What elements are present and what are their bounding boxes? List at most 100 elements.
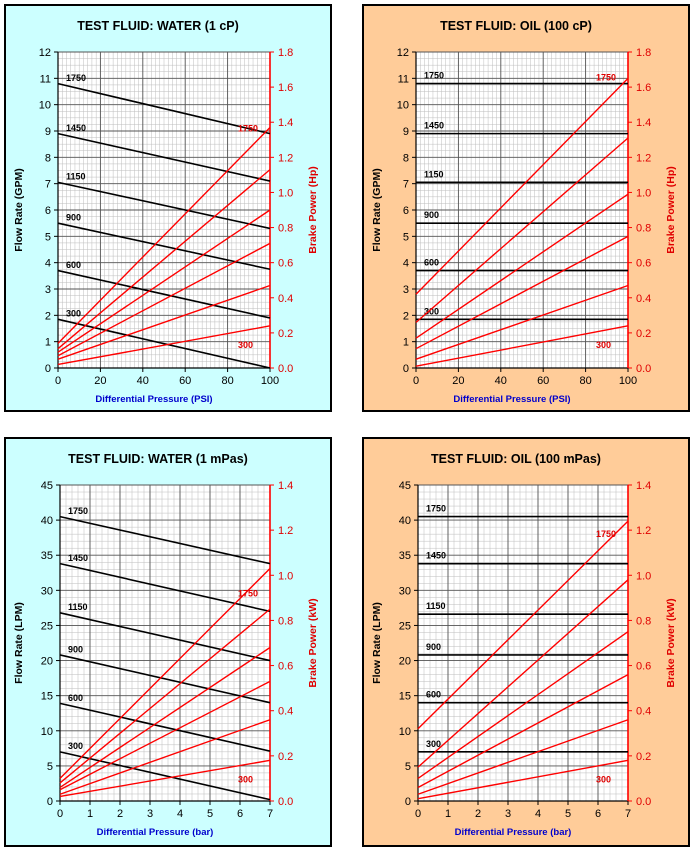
y-right-tick-label: 0.6 <box>636 258 651 270</box>
y-tick-label: 20 <box>399 656 411 668</box>
y-tick-label: 0 <box>405 796 411 808</box>
x-tick-label: 5 <box>207 808 213 820</box>
power-line-label: 300 <box>596 340 611 350</box>
y-right-tick-label: 1.2 <box>278 525 293 537</box>
y-tick-label: 3 <box>45 284 51 296</box>
y-tick-label: 20 <box>41 656 53 668</box>
flow-line-label: 300 <box>68 741 83 751</box>
y-right-tick-label: 1.6 <box>278 82 293 94</box>
flow-line-label: 300 <box>426 739 441 749</box>
flow-line-600 <box>59 702 271 752</box>
y-tick-label: 8 <box>45 152 51 164</box>
flow-line-label: 1750 <box>68 506 88 516</box>
y-right-tick-label: 1.8 <box>636 47 651 59</box>
x-tick-label: 6 <box>237 808 243 820</box>
y-tick-label: 0 <box>47 796 53 808</box>
flow-line-1150 <box>59 612 271 662</box>
x-tick-label: 5 <box>565 808 571 820</box>
y-right-tick-label: 1.0 <box>278 570 293 582</box>
x-tick-label: 80 <box>579 375 591 387</box>
flow-line-label: 1150 <box>424 169 444 179</box>
power-line <box>415 193 629 339</box>
power-line <box>415 235 629 350</box>
flow-line-300 <box>59 751 271 801</box>
y-tick-label: 6 <box>403 205 409 217</box>
chart-panel-oil-bar: TEST FLUID: OIL (100 mPas) 0 5 10 15 20 25 30 35… <box>362 437 690 847</box>
y-tick-label: 10 <box>399 726 411 738</box>
power-line <box>57 209 271 353</box>
y-right-tick-label: 0.8 <box>636 223 651 235</box>
y-tick-label: 35 <box>41 550 53 562</box>
flow-line-label: 1150 <box>66 172 86 182</box>
y-tick-label: 4 <box>403 258 409 270</box>
y-right-tick-label: 1.2 <box>636 152 651 164</box>
power-line <box>57 325 271 366</box>
power-line <box>415 137 629 323</box>
y-right-tick-label: 1.6 <box>636 82 651 94</box>
power-line <box>415 325 629 367</box>
chart-title: TEST FLUID: WATER (1 mPas) <box>68 452 248 466</box>
x-tick-label: 0 <box>413 375 419 387</box>
y-right-tick-label: 1.8 <box>278 47 293 59</box>
y-tick-label: 9 <box>403 126 409 138</box>
y-right-tick-label: 1.4 <box>278 117 293 129</box>
y-tick-label: 11 <box>398 73 409 85</box>
y-right-tick-label: 0.8 <box>278 615 293 627</box>
y-tick-label: 1 <box>403 337 409 349</box>
power-line <box>57 242 271 357</box>
y-right-tick-label: 0.2 <box>636 751 651 763</box>
power-line-label: 300 <box>238 340 253 350</box>
y-tick-label: 40 <box>41 515 53 527</box>
power-line-label: 1750 <box>596 72 616 82</box>
y-right-tick-label: 0.8 <box>278 223 293 235</box>
y-tick-label: 5 <box>47 761 53 773</box>
y-right-tick-label: 1.2 <box>278 152 293 164</box>
x-tick-label: 2 <box>475 808 481 820</box>
x-tick-label: 40 <box>495 375 507 387</box>
gridlines <box>59 484 271 802</box>
y-axis-label: Flow Rate (LPM) <box>371 602 383 684</box>
x-tick-label: 80 <box>221 375 233 387</box>
y-tick-label: 7 <box>45 179 51 191</box>
y-right-tick-label: 0.6 <box>278 661 293 673</box>
y-axis-label: Flow Rate (GPM) <box>13 168 25 251</box>
flow-line-label: 900 <box>68 644 83 654</box>
x-axis-label: Differential Pressure (PSI) <box>453 394 570 405</box>
power-line <box>57 126 271 344</box>
y-tick-label: 2 <box>45 310 51 322</box>
y-right-tick-label: 1.0 <box>636 187 651 199</box>
y-right-tick-label: 0.4 <box>636 293 651 305</box>
power-line-label: 1750 <box>596 529 616 539</box>
x-tick-label: 3 <box>505 808 511 820</box>
y-tick-label: 25 <box>399 620 411 632</box>
plot-area <box>60 485 270 801</box>
power-line <box>415 77 629 295</box>
y-tick-label: 11 <box>40 73 51 85</box>
y-right-tick-label: 1.2 <box>636 525 651 537</box>
chart-svg: TEST FLUID: WATER (1 cP)0123456789101112… <box>13 19 319 405</box>
x-tick-label: 100 <box>261 375 279 387</box>
y-right-tick-label: 1.4 <box>278 480 293 492</box>
flow-line-label: 600 <box>66 260 81 270</box>
x-tick-label: 1 <box>87 808 93 820</box>
y-tick-label: 12 <box>397 47 409 59</box>
y-right-axis-label: Brake Power (Hp) <box>307 166 319 254</box>
y-right-tick-label: 0.4 <box>636 706 651 718</box>
power-line <box>59 680 271 791</box>
y-right-tick-label: 0.0 <box>636 796 651 808</box>
y-tick-label: 0 <box>403 363 409 375</box>
y-tick-label: 15 <box>399 691 411 703</box>
plot-area <box>418 485 628 801</box>
power-line-label: 1750 <box>238 589 258 599</box>
y-right-tick-label: 1.4 <box>636 117 651 129</box>
flow-line-label: 1450 <box>426 551 446 561</box>
y-tick-label: 30 <box>399 585 411 597</box>
x-axis-label: Differential Pressure (bar) <box>455 827 572 838</box>
flow-line-300 <box>57 318 271 369</box>
power-line <box>59 568 271 779</box>
y-right-axis-label: Brake Power (kW) <box>307 598 319 687</box>
chart-title: TEST FLUID: OIL (100 cP) <box>440 19 592 33</box>
x-tick-label: 7 <box>625 808 631 820</box>
y-right-tick-label: 0.2 <box>278 328 293 340</box>
power-line <box>417 759 629 800</box>
